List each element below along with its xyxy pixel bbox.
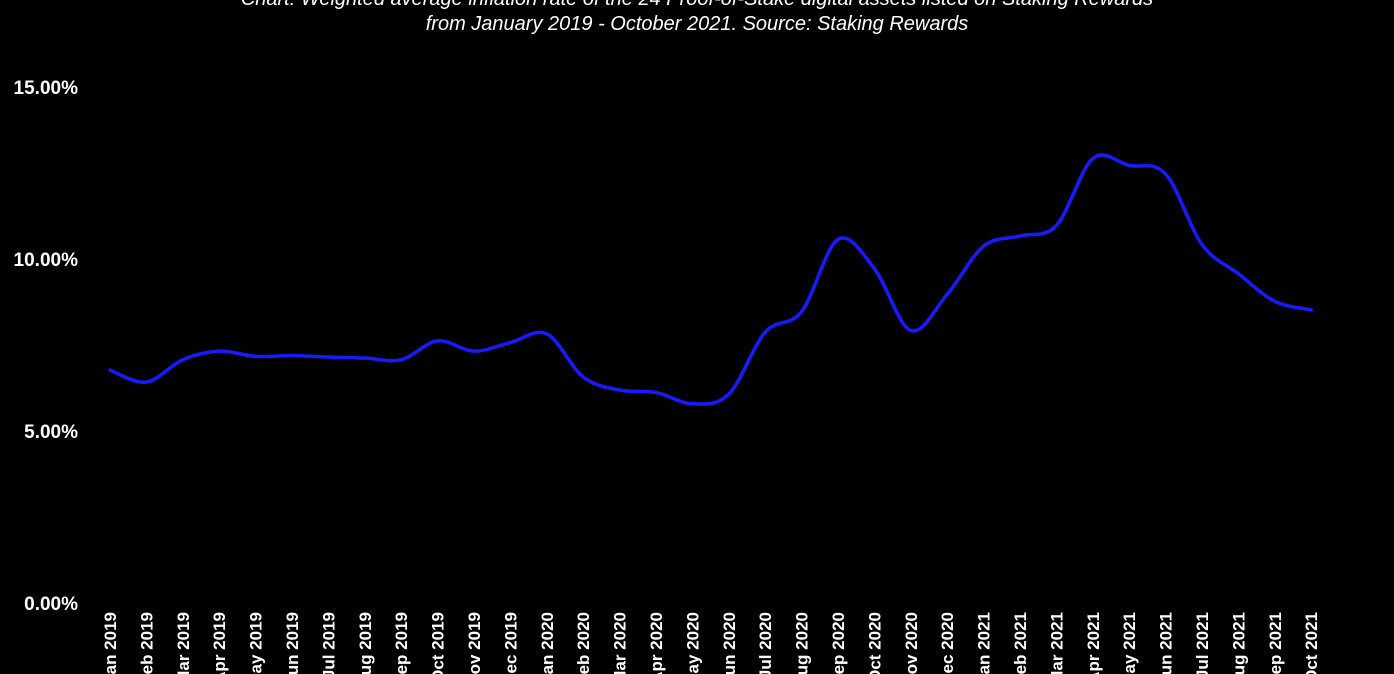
x-tick-label: Nov 2019 xyxy=(465,612,484,674)
data-point xyxy=(800,310,804,314)
x-tick-label: Oct 2019 xyxy=(429,612,448,674)
data-point xyxy=(436,339,440,343)
x-tick-label: Jun 2020 xyxy=(720,612,739,674)
series-layer xyxy=(108,153,1313,406)
x-tick-label: May 2021 xyxy=(1120,612,1139,674)
data-point xyxy=(1018,234,1022,238)
x-tick-label: Jul 2019 xyxy=(319,612,338,674)
data-point xyxy=(181,358,185,362)
x-tick-label: Sep 2020 xyxy=(829,612,848,674)
data-point xyxy=(326,355,330,359)
data-point xyxy=(1200,243,1204,247)
data-point xyxy=(1273,299,1277,303)
x-tick-label: Mar 2021 xyxy=(1047,612,1066,674)
x-tick-label: Aug 2021 xyxy=(1229,612,1248,674)
data-point xyxy=(581,375,585,379)
data-point xyxy=(254,354,258,358)
data-point xyxy=(836,237,840,241)
x-tick-label: Sep 2019 xyxy=(392,612,411,674)
data-point xyxy=(945,292,949,296)
data-point xyxy=(144,380,148,384)
data-point xyxy=(217,349,221,353)
x-tick-label: Oct 2020 xyxy=(865,612,884,674)
x-tick-label: Jul 2020 xyxy=(756,612,775,674)
x-tick-label: Feb 2020 xyxy=(574,612,593,674)
data-point xyxy=(690,402,694,406)
data-point xyxy=(1309,308,1313,312)
data-point xyxy=(982,244,986,248)
x-tick-label: Apr 2020 xyxy=(647,612,666,674)
x-tick-label: Jan 2021 xyxy=(975,612,994,674)
chart-title: Chart: Weighted average inflation rate o… xyxy=(0,0,1394,11)
x-tick-label: Mar 2019 xyxy=(174,612,193,674)
series-line xyxy=(108,153,1313,406)
x-tick-label: Aug 2019 xyxy=(356,612,375,674)
x-tick-label: Jun 2021 xyxy=(1157,612,1176,674)
data-point xyxy=(763,330,767,334)
data-point xyxy=(1127,163,1131,167)
data-point xyxy=(108,368,112,372)
x-tick-label: Jan 2020 xyxy=(538,612,557,674)
x-tick-label: Oct 2021 xyxy=(1302,612,1321,674)
data-point xyxy=(1091,157,1095,161)
x-tick-label: Jul 2021 xyxy=(1193,612,1212,674)
data-point xyxy=(472,349,476,353)
x-tick-label: Nov 2020 xyxy=(902,612,921,674)
data-point xyxy=(1054,224,1058,228)
data-point xyxy=(727,392,731,396)
x-tick-label: Sep 2021 xyxy=(1266,612,1285,674)
x-tick-label: Mar 2020 xyxy=(611,612,630,674)
x-tick-label: May 2019 xyxy=(247,612,266,674)
y-tick-label: 5.00% xyxy=(24,422,78,443)
data-point xyxy=(1164,172,1168,176)
x-tick-label: Feb 2019 xyxy=(137,612,156,674)
data-point xyxy=(654,390,658,394)
data-point xyxy=(399,358,403,362)
data-point xyxy=(1236,272,1240,276)
x-tick-label: Apr 2019 xyxy=(210,612,229,674)
data-point xyxy=(545,332,549,336)
data-point xyxy=(618,388,622,392)
data-point xyxy=(909,329,913,333)
x-tick-label: Aug 2020 xyxy=(793,612,812,674)
data-point xyxy=(872,267,876,271)
x-tick-label: May 2020 xyxy=(683,612,702,674)
y-axis-ticks: 0.00% 5.00% 10.00% 15.00% xyxy=(14,78,79,615)
y-tick-label: 10.00% xyxy=(14,250,79,271)
x-tick-label: Dec 2020 xyxy=(938,612,957,674)
data-point xyxy=(508,341,512,345)
y-tick-label: 0.00% xyxy=(24,594,78,615)
x-tick-label: Jan 2019 xyxy=(101,612,120,674)
x-tick-label: Dec 2019 xyxy=(501,612,520,674)
chart-subtitle: from January 2019 - October 2021. Source… xyxy=(425,13,969,35)
x-tick-label: Apr 2021 xyxy=(1084,612,1103,674)
y-tick-label: 15.00% xyxy=(14,78,79,99)
data-point xyxy=(290,354,294,358)
data-point xyxy=(363,356,367,360)
x-tick-label: Jun 2019 xyxy=(283,612,302,674)
x-tick-label: Feb 2021 xyxy=(1011,612,1030,674)
x-axis-ticks: Jan 2019 Feb 2019 Mar 2019 Apr 2019 May 2019… xyxy=(101,612,1321,674)
